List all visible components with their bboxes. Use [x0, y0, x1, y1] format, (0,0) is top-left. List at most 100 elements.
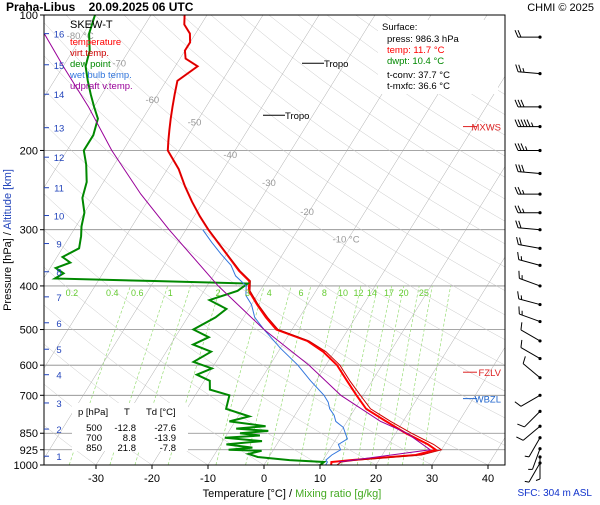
- altitude-tick-label: 15: [54, 61, 65, 72]
- wind-barb-staff: [518, 72, 540, 74]
- isotherm-label: -10 °C: [333, 234, 360, 245]
- wind-barb-flag: [521, 340, 522, 348]
- wind-barb-dot: [538, 461, 541, 464]
- table-cell: 21.8: [118, 443, 137, 454]
- isotherm-label: -30: [262, 178, 276, 189]
- pressure-tick-label: 400: [20, 281, 38, 293]
- wind-barb: [521, 340, 542, 360]
- legend-udpraft: udpraft v.temp.: [70, 81, 133, 92]
- wind-barb-flag: [518, 291, 519, 299]
- mixing-ratio-label: 0.2: [66, 288, 79, 298]
- mixing-ratio-label: 6: [298, 288, 303, 298]
- wind-barb: [515, 30, 542, 39]
- surface-box: Surface: press: 986.3 hPa temp: 11.7 °C …: [378, 20, 498, 94]
- wind-barb-dot: [538, 172, 541, 175]
- pressure-tick-label: 850: [20, 428, 38, 440]
- mixing-ratio-line: [267, 286, 311, 465]
- wind-barb-flag: [518, 30, 521, 37]
- mixing-ratio-line: [246, 286, 292, 465]
- wind-barb-dot: [538, 72, 541, 75]
- legend: SKEW-T temperature virt.temp. dew point …: [69, 19, 133, 92]
- level-table: p [hPa] T Td [°C] 500 -12.8 -27.6 700 8.…: [72, 403, 188, 454]
- altitude-tick-label: 3: [56, 399, 61, 410]
- x-axis-title: Temperature [°C] / Mixing ratio [g/kg]: [203, 488, 382, 500]
- wind-barb-dot: [538, 320, 541, 323]
- wind-barb-dot: [538, 447, 541, 450]
- wind-barb: [516, 425, 541, 441]
- mixing-ratio-label: 20: [399, 288, 409, 298]
- temperature-tick-label: 40: [482, 473, 494, 485]
- chmi-credit: CHMI © 2025: [527, 2, 594, 14]
- wind-barb: [515, 394, 542, 407]
- wind-barb-flag: [521, 322, 522, 330]
- wind-barb: [518, 252, 542, 267]
- wind-barb-flag: [517, 237, 519, 244]
- wind-barb-dot: [538, 247, 541, 250]
- pressure-tick-label: 925: [20, 445, 38, 457]
- altitude-tick-label: 12: [54, 153, 65, 164]
- wind-barb: [515, 187, 542, 196]
- wind-barb-staff: [519, 260, 540, 266]
- wind-barb-half: [526, 146, 528, 150]
- altitude-tick-label: 11: [54, 184, 64, 195]
- altitude-tick-label: 4: [56, 371, 61, 382]
- table-cell: 850: [86, 443, 102, 454]
- tropo-label: Tropo: [285, 111, 309, 122]
- wind-barb-flag: [515, 120, 518, 127]
- wind-barb: [517, 237, 542, 250]
- mixing-ratio-label: 25: [419, 288, 429, 298]
- wind-barb-dot: [538, 36, 541, 39]
- wind-barb-dot: [538, 284, 541, 287]
- wind-barb: [521, 322, 542, 342]
- surface-tconv: t-conv: 37.7 °C: [387, 70, 450, 81]
- wind-barb-dot: [538, 303, 541, 306]
- y-axis-title-pressure: Pressure [hPa]: [2, 238, 14, 311]
- wind-barb: [525, 436, 542, 457]
- y-axis-title: Pressure [hPa] / Altitude [km]: [2, 169, 14, 311]
- wind-barb: [519, 306, 542, 323]
- pressure-tick-label: 500: [20, 325, 38, 337]
- altitude-tick-label: 10: [54, 212, 65, 223]
- dry-adiabat: [0, 15, 320, 465]
- wind-barb-flag: [517, 424, 524, 427]
- chart-title: Praha-Libus 20.09.2025 06 UTC: [6, 0, 194, 14]
- wind-barb-dot: [538, 376, 541, 379]
- pressure-tick-label: 200: [20, 145, 38, 157]
- wind-barb: [517, 410, 541, 427]
- temperature-tick-label: 10: [314, 473, 326, 485]
- wind-barb-staff: [521, 330, 540, 341]
- wind-barb-flag: [518, 252, 519, 260]
- wind-barb-flag: [515, 143, 518, 150]
- legend-virt-temp: virt.temp.: [70, 48, 109, 59]
- panel-label: SKEW-T: [70, 19, 113, 31]
- wind-barb-half: [532, 123, 534, 127]
- wind-barb-dot: [538, 339, 541, 342]
- isotherm-label: -50: [188, 117, 202, 128]
- wind-barb-flag: [515, 100, 518, 107]
- y-axis-title-altitude: Altitude [km]: [2, 169, 14, 230]
- altitude-tick-label: 6: [56, 319, 61, 330]
- altitude-tick-label: 16: [54, 30, 65, 41]
- altitude-tick-label: 13: [54, 124, 65, 135]
- altitude-tick-label: 2: [56, 425, 61, 436]
- legend-temperature: temperature: [70, 37, 121, 48]
- wind-barb-staff: [523, 426, 540, 440]
- mixing-ratio-label: 4: [267, 288, 272, 298]
- wind-barb-flag: [516, 221, 518, 228]
- legend-dew-point: dew point: [70, 59, 111, 70]
- mixing-ratio-line: [357, 286, 392, 465]
- wind-barb: [516, 164, 542, 175]
- wind-barb: [515, 120, 542, 129]
- temperature-tick-label: -20: [144, 473, 160, 485]
- wind-barb-flag: [518, 100, 521, 107]
- wind-barb-half: [523, 209, 525, 213]
- x-axis-title-sep: /: [286, 488, 295, 500]
- wind-barb-dot: [538, 436, 541, 439]
- wind-barb-flag: [519, 221, 521, 228]
- mixing-ratio-line: [323, 286, 361, 465]
- level-marker-label: MXWS: [471, 123, 501, 134]
- wind-barb-half: [525, 481, 529, 482]
- wind-barb-flag: [521, 120, 524, 127]
- wind-barb-staff: [523, 364, 540, 378]
